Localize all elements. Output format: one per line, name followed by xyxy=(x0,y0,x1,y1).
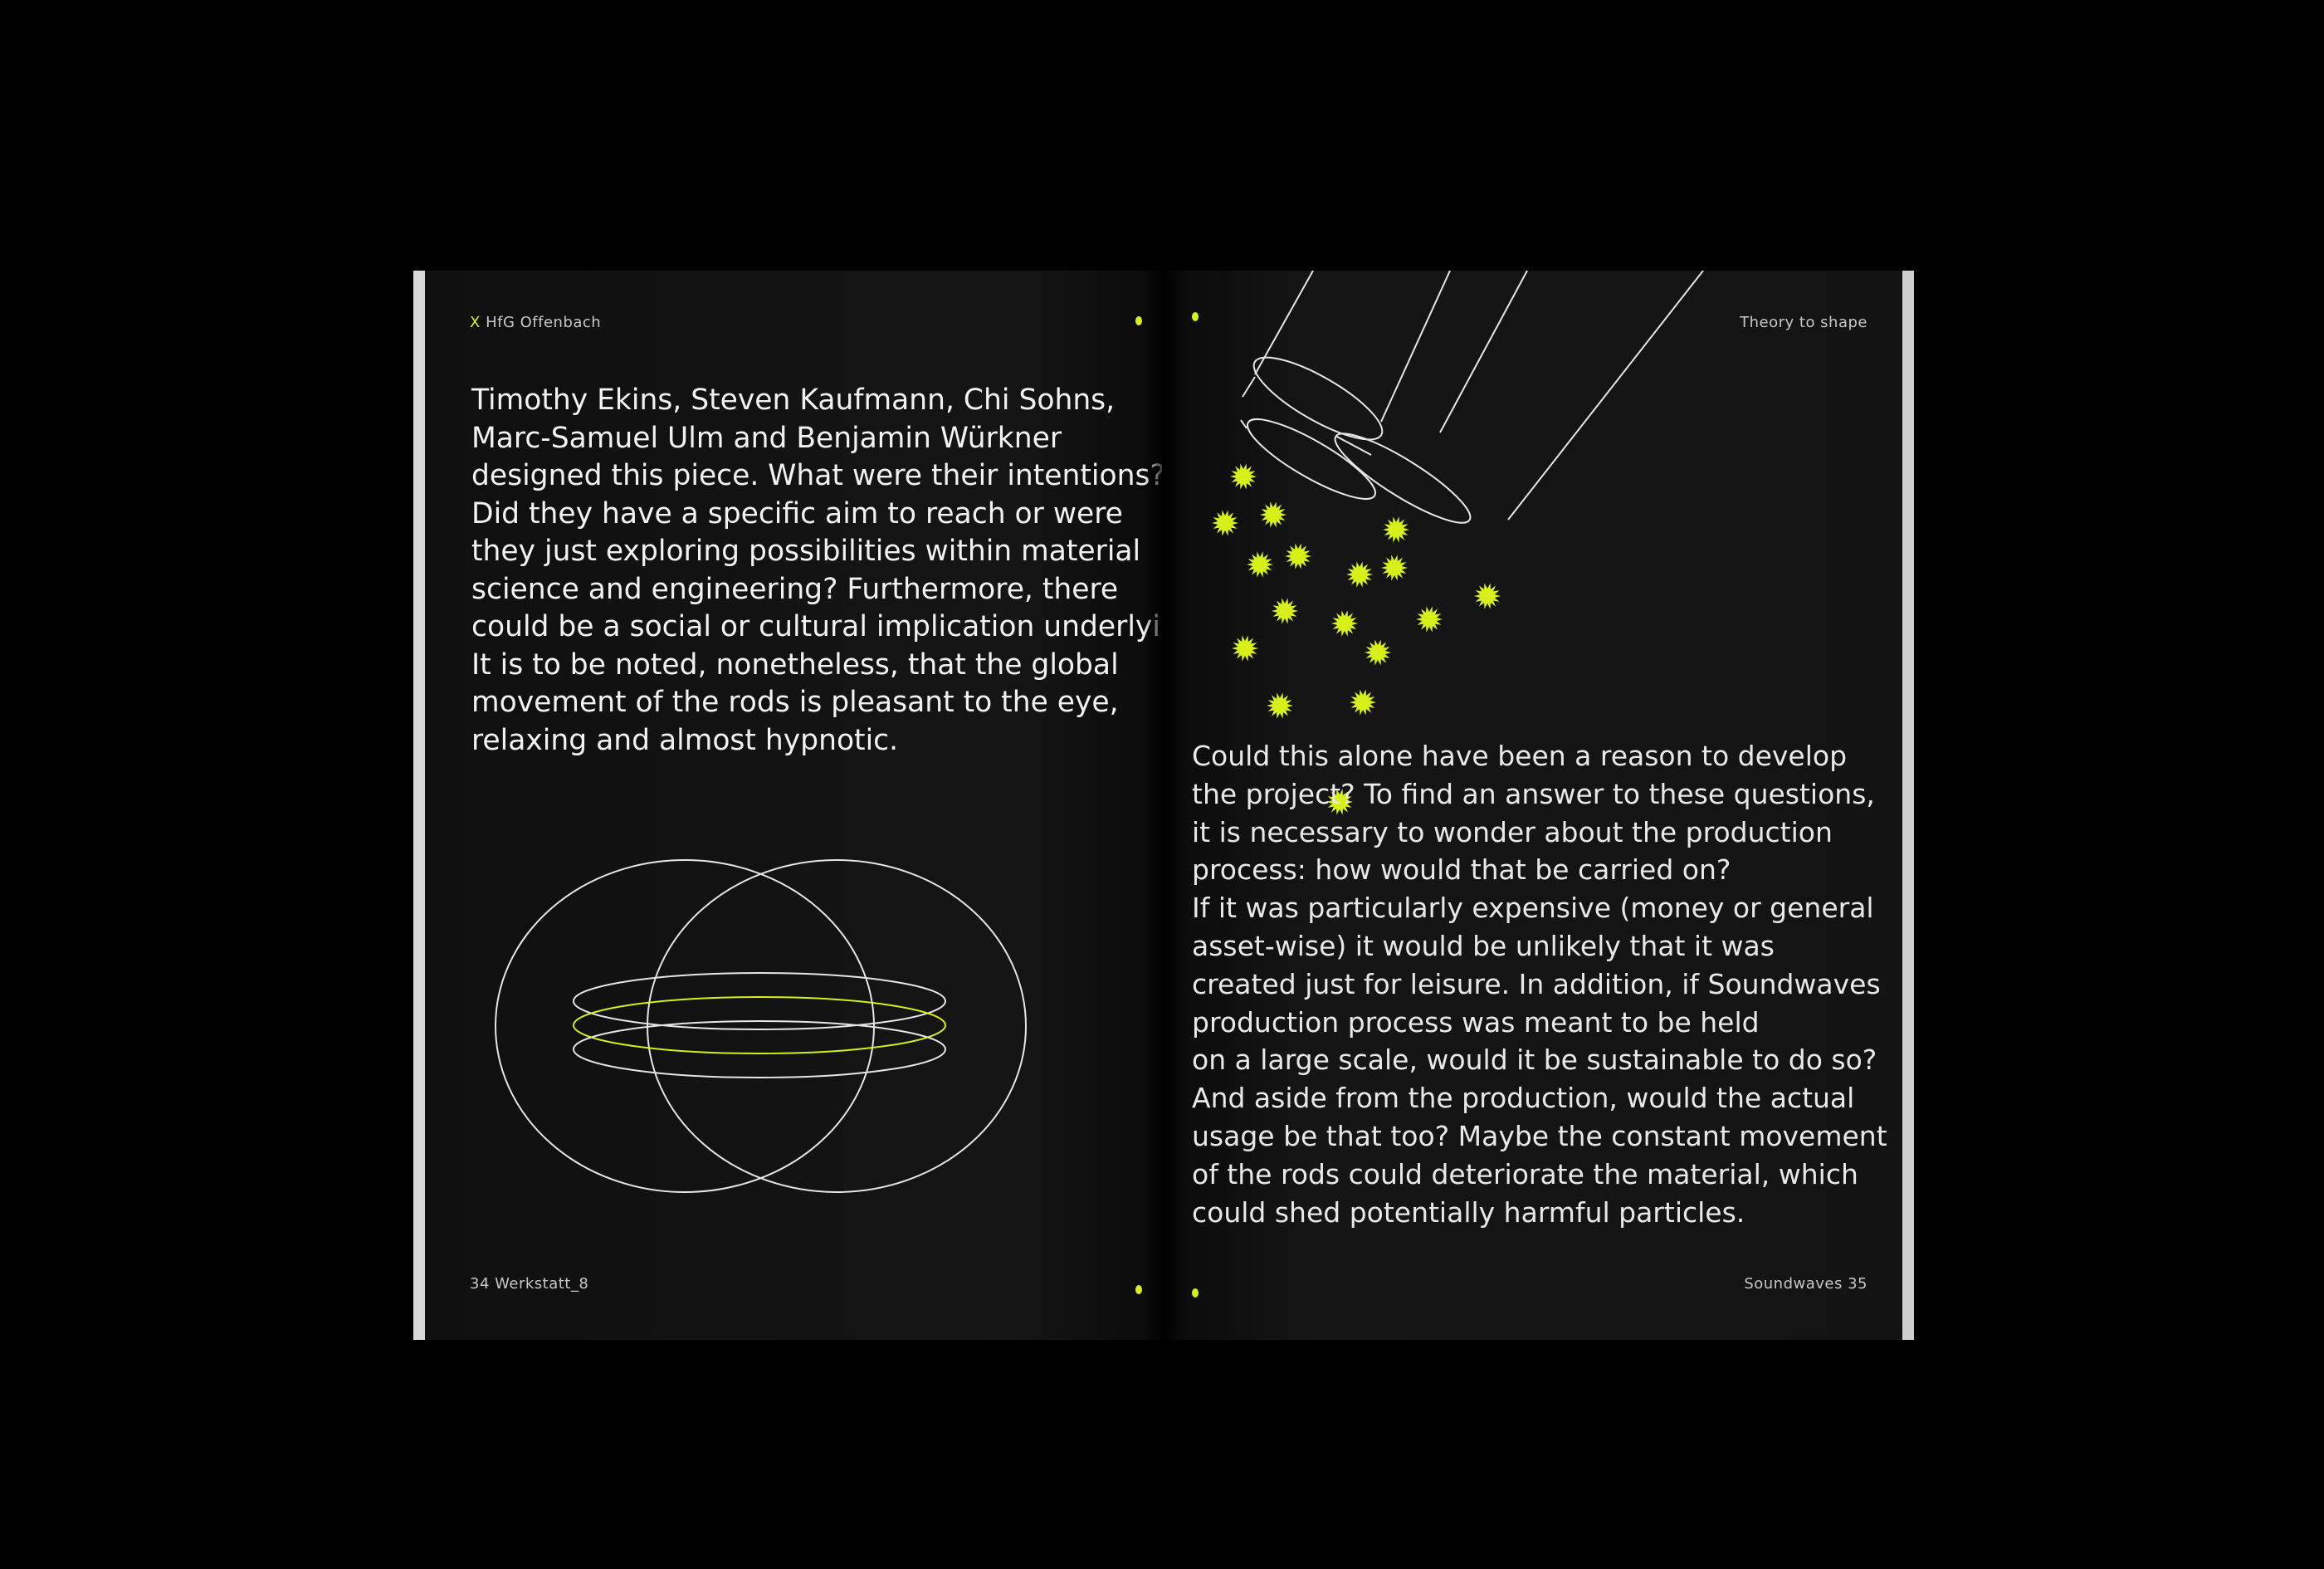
particle xyxy=(1346,561,1373,588)
left-page: X HfG Offenbach Timothy Ekins, Steven Ka… xyxy=(413,271,1162,1340)
right-header: Theory to shape xyxy=(1740,314,1868,331)
body-line: Could this alone have been a reason to d… xyxy=(1192,740,1848,772)
body-line: And aside from the production, would the… xyxy=(1192,1082,1855,1115)
body-line: the project? To find an answer to these … xyxy=(1192,777,1875,810)
body-line: movement of the rods is pleasant to the … xyxy=(471,686,1119,719)
particle xyxy=(1260,501,1286,528)
body-line: could shed potentially harmful particles… xyxy=(1192,1195,1745,1229)
particle xyxy=(1267,692,1293,719)
body-line: It is to be noted, nonetheless, that the… xyxy=(471,648,1119,682)
particles-icon xyxy=(1212,463,1501,815)
particle xyxy=(1232,635,1258,662)
circles-diagram-icon xyxy=(495,859,1027,1193)
particle xyxy=(1247,551,1273,578)
accent-dot xyxy=(1192,1288,1199,1298)
body-line: of the rods could deteriorate the materi… xyxy=(1192,1157,1858,1190)
right-page: Theory to shape Could this alone have be… xyxy=(1164,271,1914,1340)
left-footer: 34 Werkstatt_8 xyxy=(470,1275,589,1293)
particle xyxy=(1474,583,1501,609)
body-line: production process was meant to be held xyxy=(1192,1005,1760,1039)
body-line: usage be that too? Maybe the constant mo… xyxy=(1192,1119,1887,1152)
accent-dot xyxy=(1192,312,1199,321)
right-body-text: Could this alone have been a reason to d… xyxy=(1192,737,1889,1231)
particle xyxy=(1381,555,1408,581)
body-line: Marc-Samuel Ulm and Benjamin Würkner xyxy=(471,421,1062,455)
body-line: created just for leisure. In addition, i… xyxy=(1192,967,1881,1000)
particle xyxy=(1212,510,1238,536)
body-line: If it was particularly expensive (money … xyxy=(1192,892,1874,925)
rods-illustration-icon xyxy=(1240,271,1704,524)
body-line: Did they have a specific aim to reach or… xyxy=(471,496,1123,530)
body-line: Timothy Ekins, Steven Kaufmann, Chi Sohn… xyxy=(471,384,1116,417)
body-line: designed this piece. What were their int… xyxy=(471,459,1162,492)
particle xyxy=(1230,463,1257,490)
particle xyxy=(1285,543,1311,569)
right-footer: Soundwaves 35 xyxy=(1744,1275,1868,1293)
accent-dot xyxy=(1135,316,1142,325)
header-publisher: HfG Offenbach xyxy=(486,314,602,331)
particle xyxy=(1331,610,1358,637)
particle xyxy=(1350,689,1376,716)
accent-dot xyxy=(1135,1285,1142,1294)
body-line: asset-wise) it would be unlikely that it… xyxy=(1192,929,1775,962)
body-line: they just exploring possibilities within… xyxy=(471,535,1141,568)
body-line: it is necessary to wonder about the prod… xyxy=(1192,815,1833,848)
body-line: could be a social or cultural implicatio… xyxy=(471,610,1162,643)
particle xyxy=(1416,606,1443,633)
particle xyxy=(1383,516,1409,543)
body-line: relaxing and almost hypnotic. xyxy=(471,723,899,757)
body-line: process: how would that be carried on? xyxy=(1192,853,1731,887)
body-line: science and engineering? Furthermore, th… xyxy=(471,572,1119,606)
particle xyxy=(1272,598,1298,624)
left-body-text: Timothy Ekins, Steven Kaufmann, Chi Sohn… xyxy=(471,382,1162,760)
left-header: X HfG Offenbach xyxy=(470,314,601,331)
header-x-mark: X xyxy=(470,314,481,331)
magazine-spread: X HfG Offenbach Timothy Ekins, Steven Ka… xyxy=(413,271,1914,1340)
particle xyxy=(1326,789,1353,815)
body-line: on a large scale, would it be sustainabl… xyxy=(1192,1044,1877,1077)
particle xyxy=(1365,639,1391,666)
